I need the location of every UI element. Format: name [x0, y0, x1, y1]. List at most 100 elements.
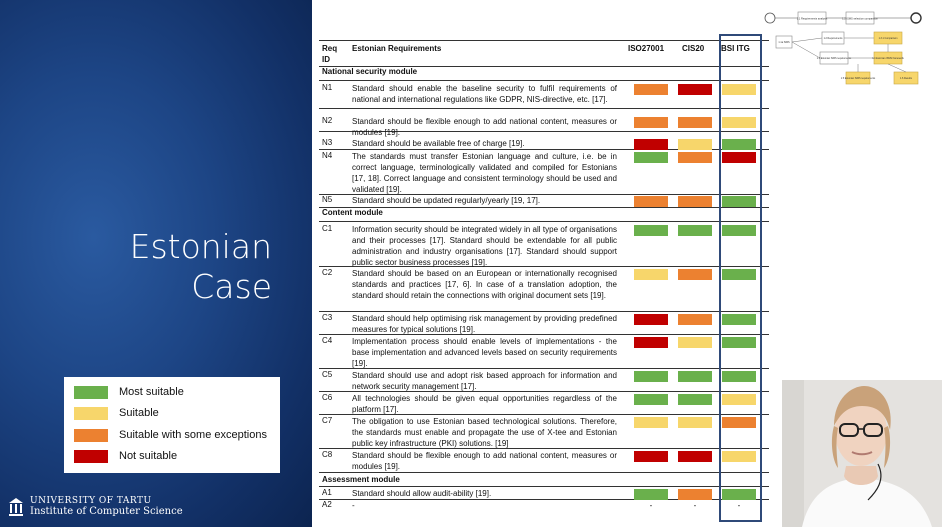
table-rule	[319, 108, 769, 109]
rating-cell	[634, 394, 668, 405]
rating-cell	[634, 451, 668, 462]
rating-cell	[634, 314, 668, 325]
requirement-text: Standard should be based on an European …	[352, 269, 617, 300]
rating-cell	[634, 269, 668, 280]
requirement-id: N2	[322, 116, 333, 125]
rating-cell	[678, 139, 712, 150]
legend-label: Suitable with some exceptions	[119, 429, 267, 441]
rating-cell	[678, 489, 712, 500]
university-name: UNIVERSITY OF TARTU	[30, 496, 152, 506]
rating-cell	[722, 139, 756, 150]
table-rule	[319, 368, 769, 369]
requirement-id: C8	[322, 450, 333, 459]
rating-cell	[634, 139, 668, 150]
rating-cell	[634, 371, 668, 382]
legend-label: Suitable	[119, 407, 159, 419]
requirement-id: N5	[322, 195, 333, 204]
slide-title-line1: Estonian	[129, 227, 272, 266]
rating-cell	[678, 371, 712, 382]
rating-cell	[722, 117, 756, 128]
legend-swatch-most-suitable	[74, 385, 108, 399]
header-bsi-itg: BSI ITG	[721, 44, 750, 53]
table-rule	[319, 194, 769, 195]
section-title: National security module	[322, 67, 418, 76]
legend-swatch-suitable	[74, 406, 108, 420]
rating-cell	[634, 117, 668, 128]
rating-cell	[678, 337, 712, 348]
table-rule	[319, 448, 769, 449]
university-crest-icon	[9, 497, 23, 516]
table-rule	[319, 131, 769, 132]
legend-item: Suitable with some exceptions	[74, 427, 267, 443]
rating-cell	[722, 394, 756, 405]
university-logo: UNIVERSITY OF TARTU Institute of Compute…	[8, 496, 183, 517]
rating-cell	[678, 269, 712, 280]
rating-cell	[634, 196, 668, 207]
header-req-id-1: Req	[322, 44, 338, 53]
requirement-text: Standard should be updated regularly/yea…	[352, 196, 541, 205]
rating-cell	[678, 152, 712, 163]
requirement-text: Information security should be integrate…	[352, 225, 617, 267]
rating-cell	[678, 394, 712, 405]
requirement-id: A2	[322, 500, 332, 509]
rating-cell	[722, 489, 756, 500]
legend-swatch-exceptions	[74, 428, 108, 442]
requirement-id: C6	[322, 393, 333, 402]
requirement-id: N1	[322, 83, 333, 92]
requirement-text: Standard should allow audit-ability [19]…	[352, 489, 492, 498]
table-rule	[319, 149, 769, 150]
webcam-video	[782, 380, 942, 527]
requirement-text: Standard should be flexible enough to ad…	[352, 117, 617, 137]
table-rule	[319, 66, 769, 67]
rating-cell	[678, 417, 712, 428]
requirement-text: Standard should be flexible enough to ad…	[352, 451, 617, 471]
diagram-box-label: 1.5 Estonian ISMS requirements	[841, 77, 876, 80]
diagram-box-label: 1.4 Estonian ISMS framework	[872, 57, 904, 60]
rating-cell	[722, 417, 756, 428]
presenter-icon	[782, 380, 942, 527]
section-title: Content module	[322, 208, 383, 217]
requirement-id: C4	[322, 336, 333, 345]
requirement-id: N4	[322, 151, 333, 160]
requirement-text: Standard should use and adopt risk based…	[352, 371, 617, 391]
requirement-id: N3	[322, 138, 333, 147]
slide-title-line2: Case	[191, 267, 272, 306]
requirement-id: A1	[322, 488, 332, 497]
diagram-box-label: 1.2 Requirements	[824, 37, 844, 40]
table-rule	[319, 334, 769, 335]
table-rule	[319, 80, 769, 81]
table-rule	[319, 391, 769, 392]
diagram-box-label: 1.3 Estonian ISMS requirements	[817, 57, 852, 60]
header-req-id-2: ID	[322, 55, 330, 64]
table-rule	[319, 472, 769, 473]
rating-cell	[678, 196, 712, 207]
requirement-id: C2	[322, 268, 333, 277]
table-rule	[319, 414, 769, 415]
requirement-id: C7	[322, 416, 333, 425]
header-requirements: Estonian Requirements	[352, 44, 442, 53]
requirement-text: Standard should enable the baseline secu…	[352, 84, 617, 104]
table-rule	[319, 311, 769, 312]
rating-cell	[634, 337, 668, 348]
rating-cell	[634, 417, 668, 428]
rating-cell	[678, 314, 712, 325]
diagram-box-label: 1.6 Results	[900, 77, 913, 80]
rating-cell	[722, 371, 756, 382]
rating-cell	[678, 225, 712, 236]
legend-item: Not suitable	[74, 448, 177, 464]
rating-cell: -	[693, 501, 697, 510]
legend: Most suitable Suitable Suitable with som…	[64, 377, 280, 473]
rating-cell	[678, 451, 712, 462]
requirement-text: The obligation to use Estonian based tec…	[352, 417, 617, 448]
rating-cell: -	[649, 501, 653, 510]
institute-name: Institute of Computer Science	[30, 506, 183, 517]
table-rule	[319, 40, 769, 41]
rating-cell	[634, 84, 668, 95]
diagram-box-label: 1.2 ISMS selection comparison	[842, 17, 878, 21]
table-rule	[319, 486, 769, 487]
requirement-id: C3	[322, 313, 333, 322]
header-iso27001: ISO27001	[628, 44, 665, 53]
requirement-text: -	[352, 501, 355, 510]
bsi-itg-highlight-box	[719, 34, 762, 522]
rating-cell	[722, 84, 756, 95]
